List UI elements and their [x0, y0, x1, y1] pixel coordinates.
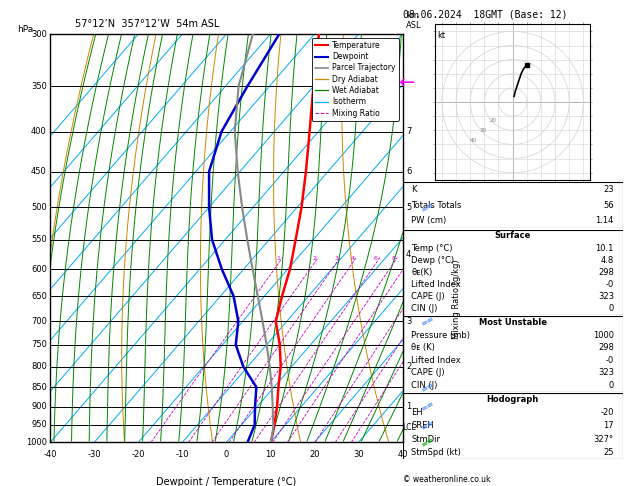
Text: 950: 950: [31, 420, 47, 429]
Text: θᴇ(K): θᴇ(K): [411, 268, 433, 277]
Text: 1.14: 1.14: [596, 216, 614, 225]
Text: CAPE (J): CAPE (J): [411, 292, 445, 301]
Text: 750: 750: [31, 340, 47, 349]
Text: 20: 20: [309, 451, 320, 459]
Text: 08.06.2024  18GMT (Base: 12): 08.06.2024 18GMT (Base: 12): [403, 10, 567, 20]
Text: ≡≡: ≡≡: [420, 417, 436, 432]
Text: K: K: [411, 186, 417, 194]
Text: 1000: 1000: [593, 330, 614, 340]
Text: Hodograph: Hodograph: [486, 395, 539, 404]
Text: θᴇ (K): θᴇ (K): [411, 343, 435, 352]
Text: km
ASL: km ASL: [406, 11, 421, 30]
Text: 40: 40: [469, 138, 477, 143]
Text: 2: 2: [312, 256, 316, 261]
Text: -30: -30: [87, 451, 101, 459]
Text: ←: ←: [398, 73, 414, 92]
Text: 30: 30: [353, 451, 364, 459]
Text: 57°12’N  357°12’W  54m ASL: 57°12’N 357°12’W 54m ASL: [75, 19, 220, 29]
Text: Lifted Index: Lifted Index: [411, 356, 461, 365]
Text: 10.1: 10.1: [596, 243, 614, 253]
Text: 300: 300: [31, 30, 47, 38]
Text: 400: 400: [31, 127, 47, 136]
Text: CAPE (J): CAPE (J): [411, 368, 445, 378]
Text: EH: EH: [411, 408, 423, 417]
Text: 450: 450: [31, 167, 47, 176]
Text: 350: 350: [31, 82, 47, 91]
Text: ≡≡: ≡≡: [420, 380, 436, 395]
Text: StmSpd (kt): StmSpd (kt): [411, 448, 461, 457]
Text: 40: 40: [398, 451, 408, 459]
Text: Lifted Index: Lifted Index: [411, 280, 461, 289]
Text: 700: 700: [31, 317, 47, 326]
Text: 0: 0: [609, 381, 614, 390]
Text: ≡≡: ≡≡: [420, 399, 436, 414]
Text: 3: 3: [334, 256, 338, 261]
Text: StmDir: StmDir: [411, 434, 440, 444]
Text: Pressure (mb): Pressure (mb): [411, 330, 470, 340]
Text: ≡≡: ≡≡: [420, 314, 436, 329]
Text: 2: 2: [406, 362, 411, 371]
Text: LCL: LCL: [403, 423, 416, 432]
Text: -20: -20: [601, 408, 614, 417]
Text: Dewpoint / Temperature (°C): Dewpoint / Temperature (°C): [157, 477, 296, 486]
Text: 850: 850: [31, 382, 47, 392]
Text: 4.8: 4.8: [601, 256, 614, 265]
Text: 327°: 327°: [594, 434, 614, 444]
Text: 298: 298: [598, 343, 614, 352]
Text: 600: 600: [31, 264, 47, 274]
Text: hPa: hPa: [18, 25, 34, 34]
Text: kt: kt: [438, 32, 446, 40]
Text: 0: 0: [609, 304, 614, 313]
Text: 298: 298: [598, 268, 614, 277]
Text: 650: 650: [31, 292, 47, 301]
Text: PW (cm): PW (cm): [411, 216, 447, 225]
Text: 550: 550: [31, 235, 47, 244]
Text: 6: 6: [406, 167, 411, 176]
Text: Temp (°C): Temp (°C): [411, 243, 453, 253]
Text: 3: 3: [406, 317, 411, 326]
Text: 56: 56: [603, 201, 614, 210]
Text: CIN (J): CIN (J): [411, 304, 438, 313]
Text: 25: 25: [603, 448, 614, 457]
Text: Dewp (°C): Dewp (°C): [411, 256, 455, 265]
Text: 23: 23: [603, 186, 614, 194]
Text: Mixing Ratio (g/kg): Mixing Ratio (g/kg): [452, 260, 460, 339]
Text: -20: -20: [131, 451, 145, 459]
Text: 800: 800: [31, 362, 47, 371]
Text: 17: 17: [603, 421, 614, 431]
Text: 323: 323: [598, 368, 614, 378]
Text: 6: 6: [374, 256, 378, 261]
Text: -40: -40: [43, 451, 57, 459]
Text: ≡≡: ≡≡: [420, 200, 436, 215]
Text: Totals Totals: Totals Totals: [411, 201, 462, 210]
Text: 20: 20: [489, 118, 496, 123]
Text: 900: 900: [31, 402, 47, 411]
Text: -0: -0: [606, 356, 614, 365]
Text: Most Unstable: Most Unstable: [479, 318, 547, 327]
Text: © weatheronline.co.uk: © weatheronline.co.uk: [403, 474, 490, 484]
Text: 10: 10: [265, 451, 276, 459]
Text: 30: 30: [479, 128, 486, 133]
Text: 8: 8: [391, 256, 395, 261]
Text: 1000: 1000: [26, 438, 47, 447]
Text: SREH: SREH: [411, 421, 434, 431]
Text: 7: 7: [406, 127, 411, 136]
Text: 323: 323: [598, 292, 614, 301]
Text: CIN (J): CIN (J): [411, 381, 438, 390]
Text: 500: 500: [31, 203, 47, 212]
Legend: Temperature, Dewpoint, Parcel Trajectory, Dry Adiabat, Wet Adiabat, Isotherm, Mi: Temperature, Dewpoint, Parcel Trajectory…: [311, 38, 399, 121]
Text: 0: 0: [224, 451, 229, 459]
Text: 1: 1: [406, 402, 411, 411]
Text: -0: -0: [606, 280, 614, 289]
Text: 5: 5: [406, 203, 411, 212]
Text: 1: 1: [277, 256, 281, 261]
Text: ≡≡: ≡≡: [420, 435, 436, 450]
Text: 4: 4: [406, 250, 411, 259]
Text: 4: 4: [350, 256, 354, 261]
Text: -10: -10: [175, 451, 189, 459]
Text: Surface: Surface: [494, 231, 531, 241]
